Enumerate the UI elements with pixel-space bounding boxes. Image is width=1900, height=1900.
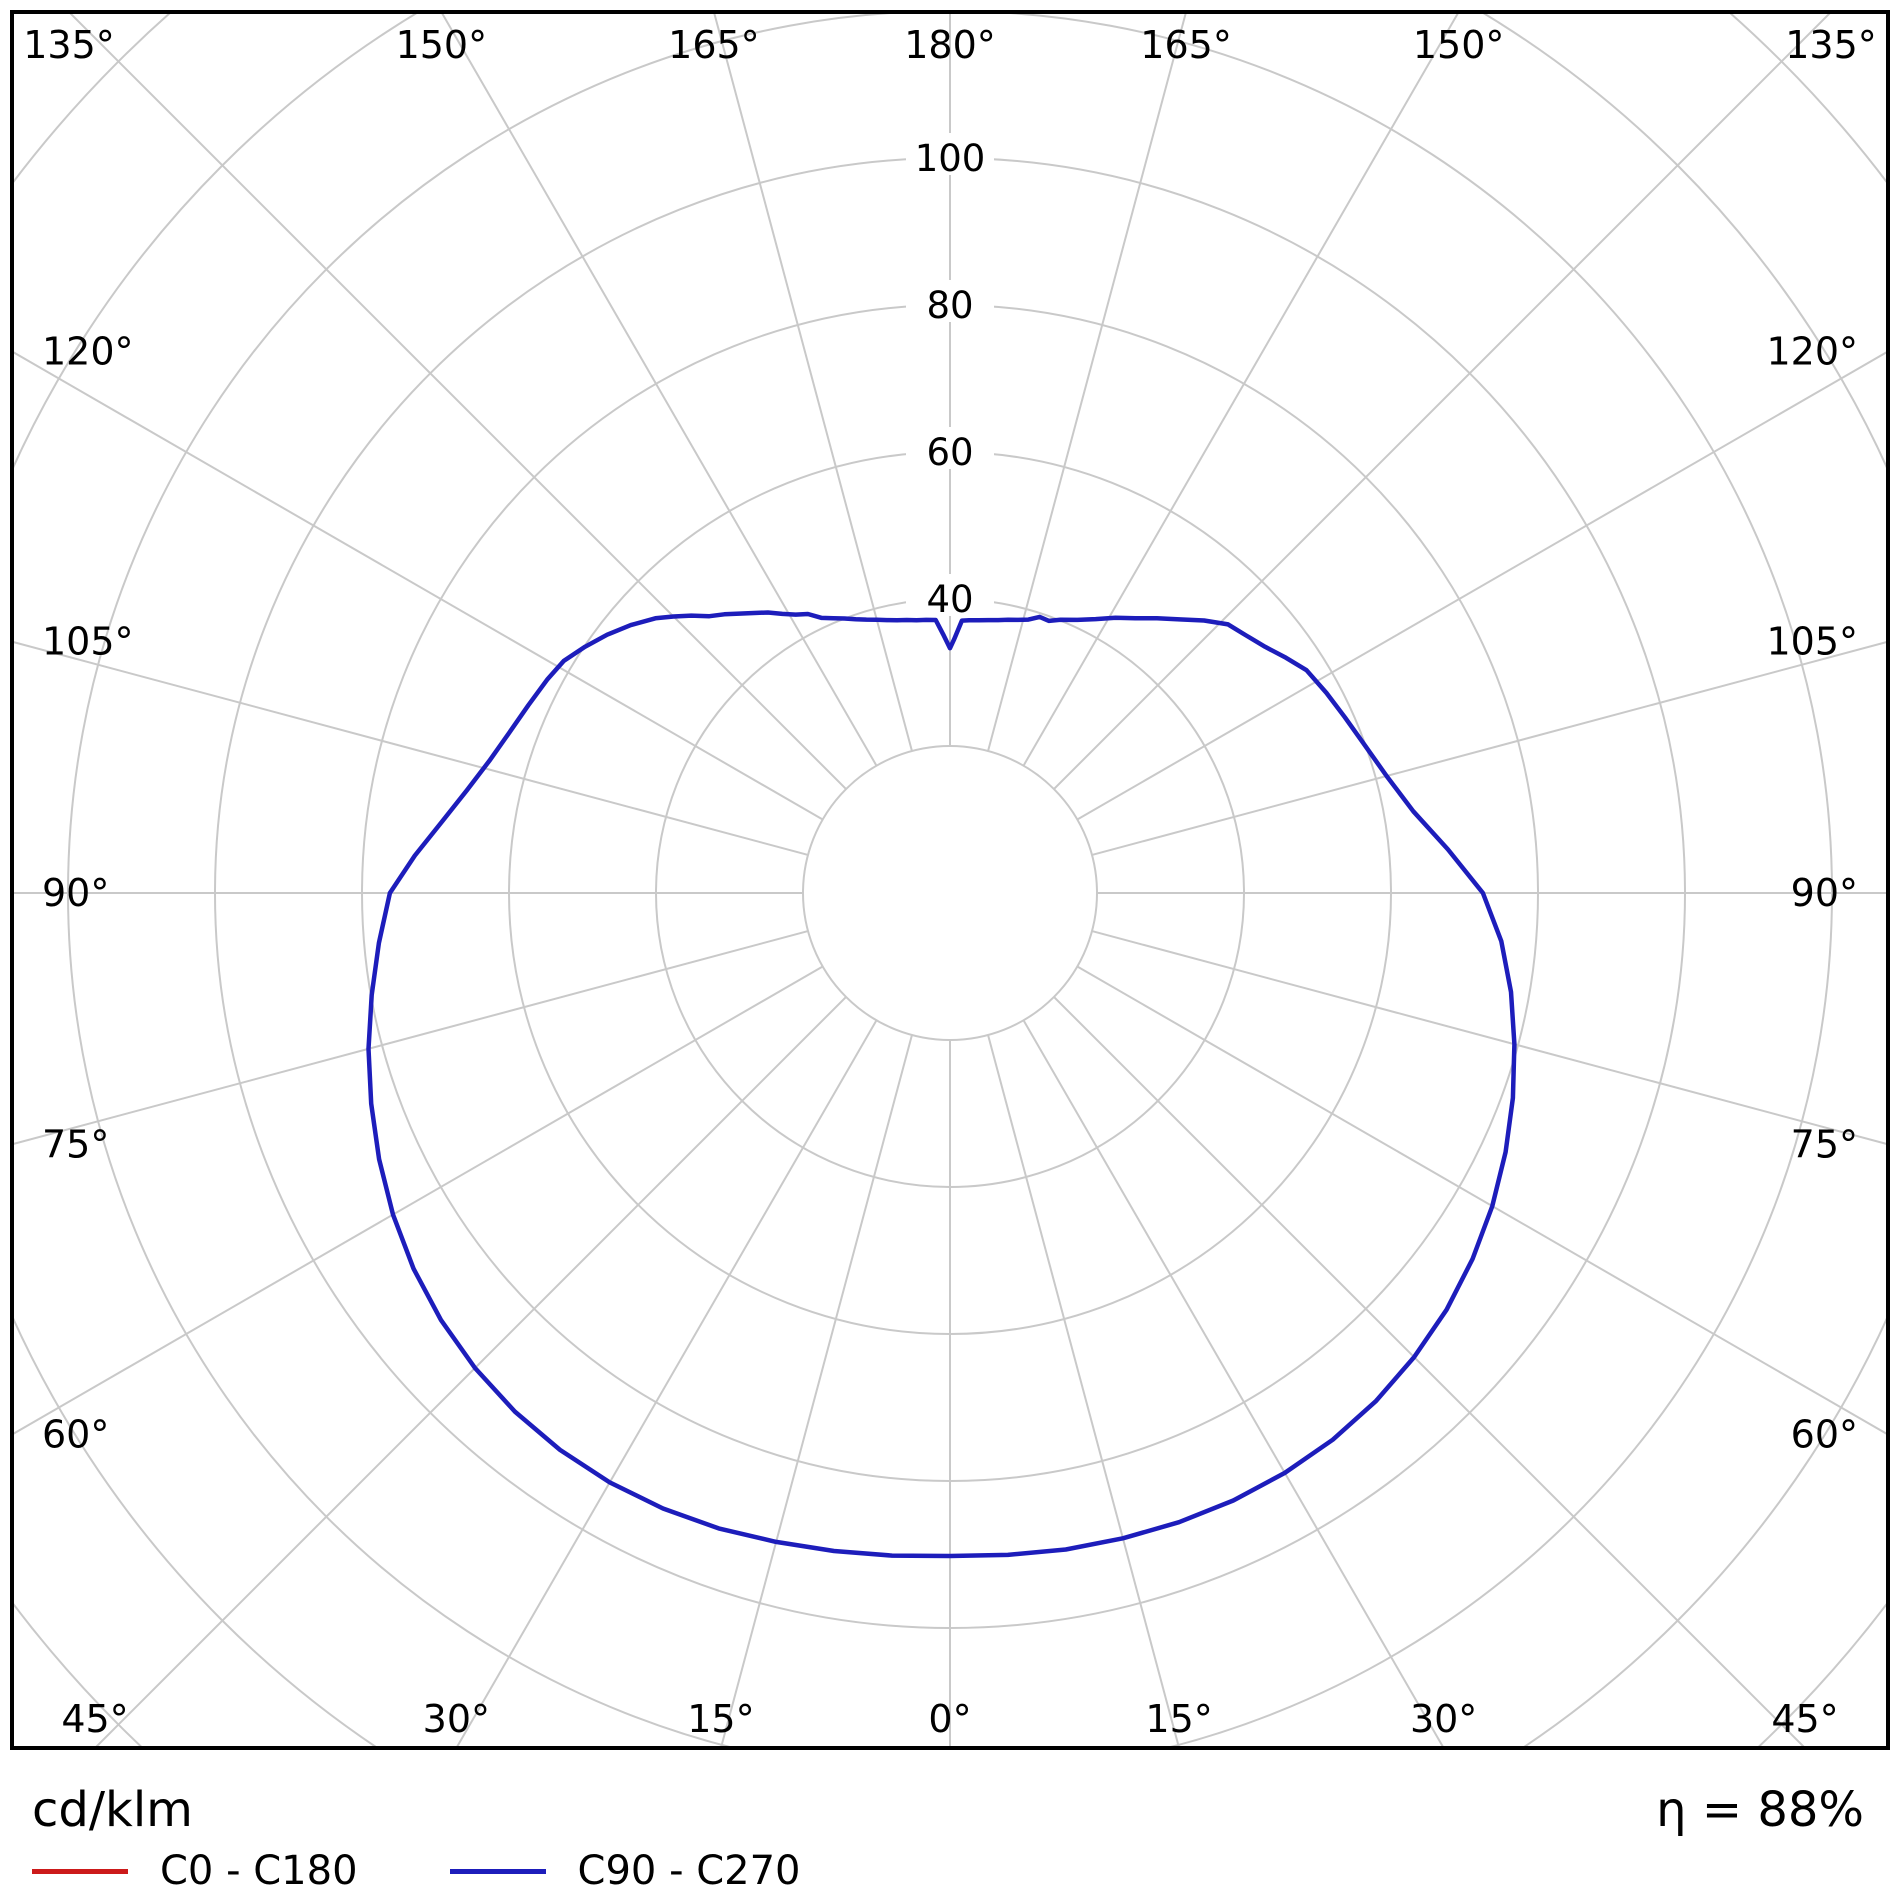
svg-text:180°: 180° <box>904 23 996 67</box>
unit-label: cd/klm <box>32 1782 193 1838</box>
svg-text:150°: 150° <box>1413 23 1505 67</box>
svg-text:120°: 120° <box>1766 329 1858 373</box>
svg-text:90°: 90° <box>42 871 109 915</box>
svg-text:45°: 45° <box>61 1697 128 1741</box>
svg-text:0°: 0° <box>928 1697 971 1741</box>
svg-text:30°: 30° <box>1410 1697 1477 1741</box>
legend: C0 - C180 C90 - C270 <box>32 1848 801 1894</box>
svg-text:60: 60 <box>926 431 973 474</box>
svg-text:90°: 90° <box>1791 871 1858 915</box>
svg-text:60°: 60° <box>42 1413 109 1457</box>
legend-item-c90-c270: C90 - C270 <box>449 1848 801 1894</box>
legend-label-c90-c270: C90 - C270 <box>577 1848 801 1894</box>
svg-text:150°: 150° <box>396 23 488 67</box>
svg-text:100: 100 <box>915 137 986 180</box>
svg-text:120°: 120° <box>42 329 134 373</box>
efficiency-label: η = 88% <box>1656 1782 1864 1838</box>
svg-text:75°: 75° <box>1791 1122 1858 1166</box>
legend-item-c0-c180: C0 - C180 <box>32 1848 358 1894</box>
c0-c180-line-sample-icon <box>32 1868 128 1874</box>
svg-text:80: 80 <box>926 284 973 327</box>
svg-text:105°: 105° <box>1766 620 1858 664</box>
svg-text:135°: 135° <box>23 23 115 67</box>
svg-text:15°: 15° <box>1145 1697 1212 1741</box>
svg-text:165°: 165° <box>668 23 760 67</box>
svg-text:75°: 75° <box>42 1122 109 1166</box>
c90-c270-line-sample-icon <box>449 1868 546 1874</box>
chart-footer: cd/klm η = 88% <box>32 1782 1864 1838</box>
svg-text:40: 40 <box>926 578 973 621</box>
svg-text:105°: 105° <box>42 620 134 664</box>
legend-label-c0-c180: C0 - C180 <box>160 1848 358 1894</box>
svg-text:15°: 15° <box>687 1697 754 1741</box>
svg-text:60°: 60° <box>1791 1413 1858 1457</box>
svg-text:45°: 45° <box>1771 1697 1838 1741</box>
svg-text:135°: 135° <box>1785 23 1877 67</box>
svg-text:30°: 30° <box>423 1697 490 1741</box>
svg-text:165°: 165° <box>1140 23 1232 67</box>
